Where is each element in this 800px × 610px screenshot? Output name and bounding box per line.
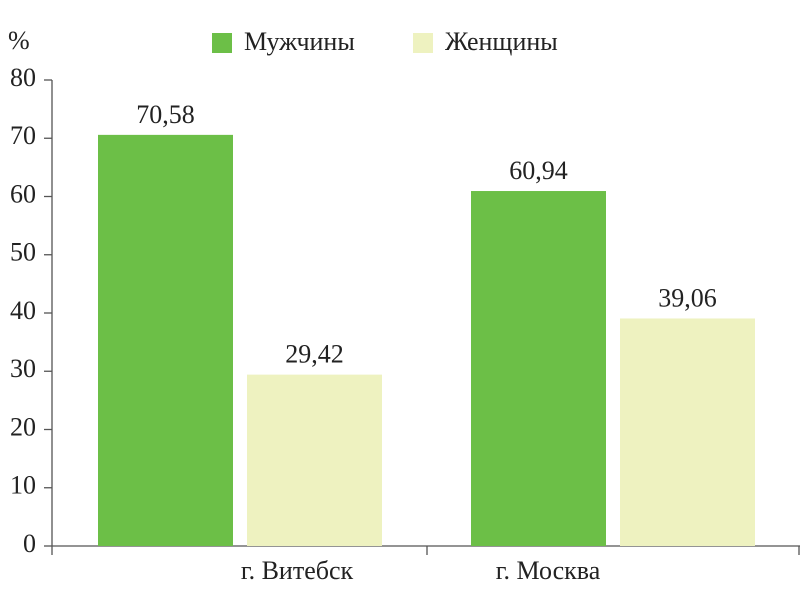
y-tick-label: 80 (10, 63, 36, 92)
y-tick-label: 50 (10, 238, 36, 267)
x-tick-label: г. Витебск (241, 556, 354, 585)
y-tick-label: 10 (10, 471, 36, 500)
legend-label: Мужчины (244, 27, 355, 56)
bar (620, 318, 755, 546)
legend-swatch (212, 33, 232, 53)
legend-swatch (413, 33, 433, 53)
bar (471, 191, 606, 546)
y-axis-label: % (8, 26, 30, 55)
value-label: 60,94 (509, 156, 568, 185)
y-tick-label: 30 (10, 354, 36, 383)
value-label: 29,42 (285, 340, 344, 369)
value-label: 39,06 (658, 283, 717, 312)
x-tick-label: г. Москва (496, 556, 601, 585)
y-tick-label: 40 (10, 296, 36, 325)
y-tick-label: 60 (10, 179, 36, 208)
y-tick-label: 70 (10, 121, 36, 150)
legend-label: Женщины (445, 27, 558, 56)
bar (98, 134, 233, 546)
value-label: 70,58 (136, 100, 195, 129)
y-tick-label: 0 (23, 529, 36, 558)
bar (247, 374, 382, 546)
y-tick-label: 20 (10, 412, 36, 441)
